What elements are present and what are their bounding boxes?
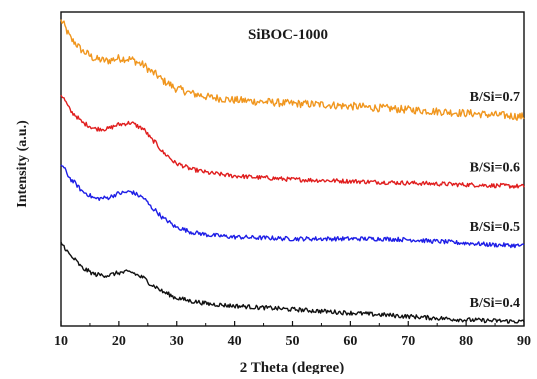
- series-line-3: [60, 164, 525, 249]
- x-tick-label: 90: [517, 334, 531, 349]
- series-label-4: B/Si=0.4: [470, 296, 520, 311]
- chart-title: SiBOC-1000: [248, 27, 328, 43]
- x-tick-label: 10: [54, 334, 68, 349]
- series-line-4: [60, 241, 525, 324]
- series-line-2: [60, 94, 525, 189]
- x-axis-label: 2 Theta (degree): [240, 360, 344, 374]
- x-tick-label: 70: [401, 334, 415, 349]
- series-label-3: B/Si=0.5: [470, 220, 520, 235]
- y-axis-label: Intensity (a.u.): [15, 120, 30, 208]
- x-tick-label: 20: [112, 334, 126, 349]
- series-label-2: B/Si=0.6: [470, 161, 520, 176]
- x-tick-label: 50: [286, 334, 300, 349]
- x-tick-label: 40: [228, 334, 242, 349]
- series-label-1: B/Si=0.7: [470, 90, 520, 105]
- x-tick-label: 80: [459, 334, 473, 349]
- x-tick-label: 60: [343, 334, 357, 349]
- series-line-1: [60, 19, 525, 121]
- x-tick-label: 30: [170, 334, 184, 349]
